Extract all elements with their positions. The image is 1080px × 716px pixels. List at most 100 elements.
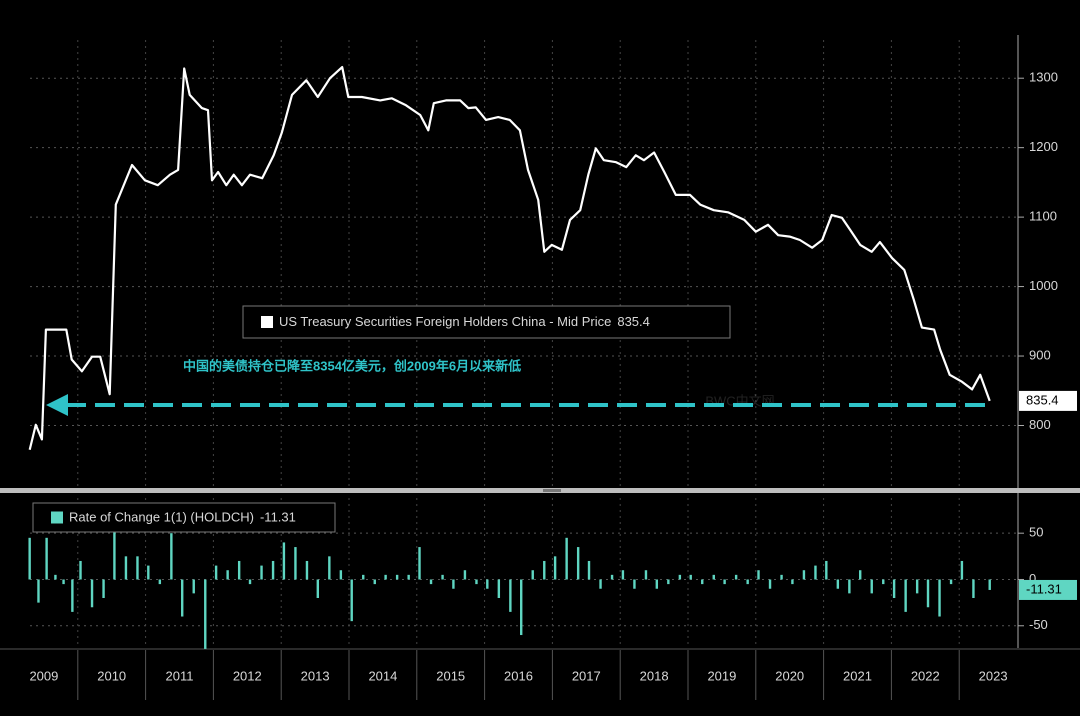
bar xyxy=(181,579,184,617)
legend-label: Rate of Change 1(1) (HOLDCH) -11.31 xyxy=(69,510,296,525)
bar xyxy=(260,565,263,580)
bar xyxy=(633,579,636,589)
bar xyxy=(655,579,659,589)
x-tick-label: 2011 xyxy=(166,668,194,683)
bar xyxy=(553,556,557,580)
bar xyxy=(689,574,692,580)
value-tag xyxy=(1019,579,1077,600)
x-tick-label: 2018 xyxy=(640,668,669,683)
x-tick-label: 2009 xyxy=(29,668,58,683)
x-tick-label: 2023 xyxy=(979,668,1008,683)
line xyxy=(28,66,991,451)
bar xyxy=(475,579,478,585)
x-tick-label: 2019 xyxy=(707,668,736,683)
y-tick-label: 50 xyxy=(1029,525,1043,540)
bar xyxy=(28,537,31,580)
bar xyxy=(37,579,40,603)
y-tick-label: 1000 xyxy=(1029,278,1058,293)
x-tick-label: 2020 xyxy=(775,668,804,683)
bar xyxy=(882,579,885,585)
bar xyxy=(395,574,399,580)
bar xyxy=(520,579,523,636)
bar xyxy=(892,579,896,598)
bar xyxy=(418,547,421,580)
bar xyxy=(938,579,941,617)
bar xyxy=(429,579,433,585)
bar xyxy=(226,570,229,580)
bar xyxy=(746,579,749,585)
bar xyxy=(870,579,873,594)
bar xyxy=(678,574,682,580)
separator-handle xyxy=(543,489,561,492)
x-tick-label: 2021 xyxy=(843,668,872,683)
x-tick-label: 2015 xyxy=(436,668,465,683)
bar xyxy=(192,579,195,594)
x-tick-label: 2022 xyxy=(911,668,940,683)
bar xyxy=(248,579,252,585)
bar xyxy=(972,579,975,598)
legend-value: 835.4 xyxy=(617,314,650,329)
bar xyxy=(147,565,150,580)
y-tick-label: 800 xyxy=(1029,417,1051,432)
legend-value: -11.31 xyxy=(260,510,296,525)
bar xyxy=(497,579,501,598)
bar xyxy=(988,579,991,590)
legend-name: US Treasury Securities Foreign Holders C… xyxy=(279,314,611,329)
bar xyxy=(441,574,444,580)
bar xyxy=(757,570,760,580)
bar xyxy=(915,579,919,594)
x-tick-label: 2017 xyxy=(572,668,601,683)
bar xyxy=(780,574,783,580)
bar xyxy=(723,579,726,585)
bar xyxy=(71,579,74,612)
bar xyxy=(734,574,738,580)
bar xyxy=(350,579,353,622)
value-tag-label: 835.4 xyxy=(1026,392,1059,407)
bar xyxy=(848,579,851,594)
bar xyxy=(113,528,116,580)
bar xyxy=(237,560,241,580)
legend-label: US Treasury Securities Foreign Holders C… xyxy=(279,314,650,329)
bar xyxy=(294,547,297,580)
bar xyxy=(814,565,817,580)
bar xyxy=(204,579,207,649)
legend-swatch xyxy=(261,316,273,328)
bar xyxy=(214,565,218,580)
legend-box xyxy=(32,502,336,533)
bar xyxy=(305,560,309,580)
x-tick-label: 2013 xyxy=(301,668,330,683)
bar xyxy=(802,570,806,580)
bar xyxy=(859,570,862,580)
x-tick-label: 2014 xyxy=(368,668,397,683)
bar xyxy=(328,556,331,580)
x-tick-label: 2010 xyxy=(97,668,126,683)
bar xyxy=(960,560,964,580)
panel-separator xyxy=(0,488,1080,493)
bar xyxy=(836,579,840,589)
value-tag xyxy=(1019,390,1077,411)
bar xyxy=(576,547,580,580)
annotation-arrowhead xyxy=(46,394,68,416)
legend-name: Rate of Change 1(1) (HOLDCH) xyxy=(69,510,254,525)
bar xyxy=(712,574,715,580)
y-tick-label: -50 xyxy=(1029,617,1048,632)
bar xyxy=(565,537,568,580)
bar xyxy=(373,579,376,585)
bar xyxy=(949,579,953,585)
bar xyxy=(54,574,57,580)
bar xyxy=(621,570,625,580)
bar xyxy=(384,574,387,580)
bar xyxy=(463,570,467,580)
bar xyxy=(136,556,139,580)
bar xyxy=(79,560,82,580)
value-tag-label: -11.31 xyxy=(1026,581,1062,596)
bar xyxy=(124,556,128,580)
y-tick-label: 1200 xyxy=(1029,139,1058,154)
bar xyxy=(271,560,275,580)
bar xyxy=(904,579,907,612)
bar xyxy=(362,574,365,580)
bar xyxy=(610,574,614,580)
bar xyxy=(407,574,410,580)
bar xyxy=(158,579,162,585)
